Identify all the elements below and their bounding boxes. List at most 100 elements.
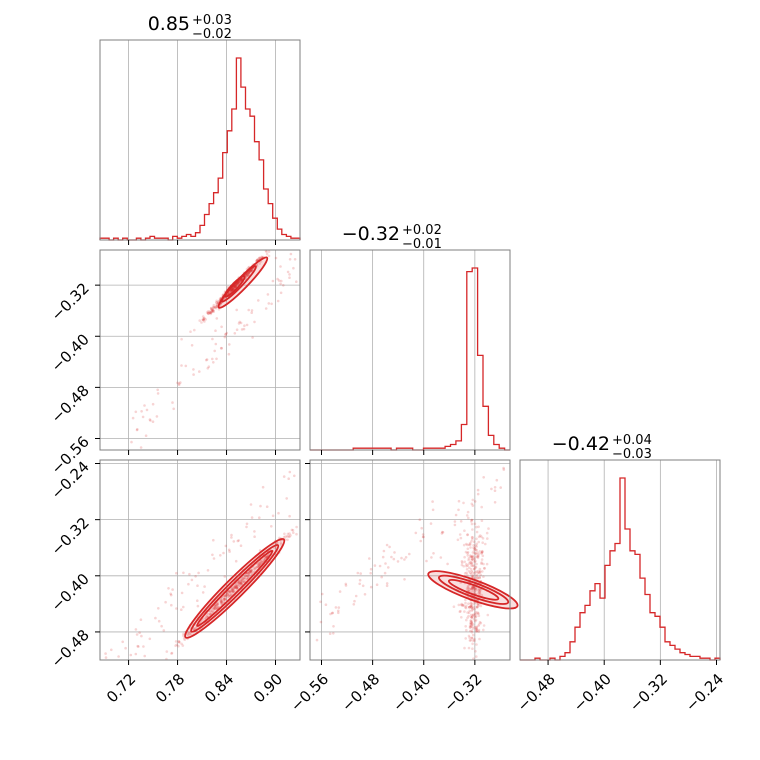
scatter-point xyxy=(212,305,215,309)
scatter-point xyxy=(180,337,183,341)
scatter-point xyxy=(135,428,139,432)
contour-level-1 xyxy=(223,275,246,298)
scatter-point xyxy=(239,278,243,282)
scatter-point xyxy=(259,504,262,508)
scatter-point xyxy=(121,640,124,644)
scatter-point xyxy=(404,556,408,559)
scatter-point xyxy=(461,603,465,607)
scatter-point xyxy=(462,501,465,505)
scatter-point xyxy=(476,556,480,560)
scatter-point xyxy=(463,610,466,613)
panel-0-0 xyxy=(128,40,276,240)
scatter-point xyxy=(477,571,481,575)
scatter-point xyxy=(134,410,138,414)
scatter-point xyxy=(480,562,483,565)
scatter-point xyxy=(472,605,476,609)
scatter-point xyxy=(273,546,276,550)
scatter-point xyxy=(259,562,262,565)
scatter-point xyxy=(466,533,469,536)
scatter-point xyxy=(223,335,227,339)
scatter-point xyxy=(216,606,219,609)
scatter-point xyxy=(475,655,478,658)
scatter-point xyxy=(474,544,477,547)
scatter-point xyxy=(235,581,239,585)
scatter-point xyxy=(276,299,280,303)
scatter-point xyxy=(209,306,213,310)
scatter-point xyxy=(470,631,474,634)
scatter-point xyxy=(478,620,482,624)
scatter-point xyxy=(471,642,474,646)
scatter-point xyxy=(245,274,249,278)
scatter-point xyxy=(230,289,234,292)
scatter-point xyxy=(233,285,237,288)
scatter-point xyxy=(232,287,235,291)
scatter-point xyxy=(237,322,241,325)
scatter-point xyxy=(467,589,471,593)
scatter-point xyxy=(250,568,253,572)
scatter-point xyxy=(248,271,251,274)
scatter-point xyxy=(474,570,477,574)
scatter-point xyxy=(279,291,283,295)
scatter-point xyxy=(180,608,183,611)
scatter-point xyxy=(229,289,233,293)
scatter-point xyxy=(477,587,481,591)
scatter-point xyxy=(288,470,292,474)
scatter-point xyxy=(400,556,403,560)
scatter-point xyxy=(224,595,227,598)
scatter-point xyxy=(214,306,217,309)
scatter-point xyxy=(467,602,470,605)
scatter-point xyxy=(232,589,236,592)
scatter-point xyxy=(202,318,205,322)
scatter-point xyxy=(258,564,261,568)
scatter-point xyxy=(384,562,387,565)
scatter-point xyxy=(475,570,479,573)
scatter-point xyxy=(482,624,486,627)
scatter-point xyxy=(194,627,197,630)
scatter-point xyxy=(468,561,472,564)
scatter-point xyxy=(473,590,476,593)
scatter-point xyxy=(209,311,212,315)
scatter-point xyxy=(227,352,231,356)
scatter-point xyxy=(292,266,295,270)
scatter-point xyxy=(478,576,482,580)
scatter-point xyxy=(477,525,480,529)
scatter-point xyxy=(151,420,155,424)
scatter-point xyxy=(471,633,475,637)
panel-1-1 xyxy=(321,250,476,450)
scatter-point xyxy=(476,571,480,575)
scatter-point xyxy=(472,540,476,543)
scatter-point xyxy=(459,536,463,540)
scatter-point xyxy=(474,627,478,631)
scatter-point xyxy=(475,605,478,609)
scatter-point xyxy=(236,586,239,590)
scatter-point xyxy=(206,312,210,315)
scatter-point xyxy=(231,590,235,594)
title-value: 0.85 xyxy=(148,13,190,35)
scatter-point xyxy=(240,277,243,281)
scatter-point xyxy=(481,570,484,573)
scatter-point xyxy=(476,612,479,615)
y-tick-label: −0.40 xyxy=(48,570,93,615)
x-tick-label: 0.78 xyxy=(152,670,188,706)
scatter-point xyxy=(148,418,152,421)
scatter-point xyxy=(471,608,474,611)
scatter-point xyxy=(475,627,479,630)
scatter-point xyxy=(214,342,218,346)
scatter-point xyxy=(470,502,474,506)
scatter-point xyxy=(462,604,466,607)
scatter-point xyxy=(249,569,252,573)
scatter-point xyxy=(266,554,270,557)
scatter-point xyxy=(227,594,230,598)
scatter-point xyxy=(467,611,471,615)
param-title-0: 0.85 +0.03−0.02 xyxy=(148,13,232,42)
scatter-point xyxy=(249,569,253,572)
scatter-point xyxy=(214,604,217,607)
scatter-point xyxy=(243,576,246,579)
scatter-point xyxy=(257,564,261,567)
scatter-point xyxy=(229,590,232,593)
scatter-point xyxy=(245,274,249,277)
scatter-point xyxy=(237,581,240,585)
scatter-point xyxy=(240,278,243,281)
scatter-point xyxy=(476,488,480,492)
scatter-point xyxy=(215,606,219,609)
